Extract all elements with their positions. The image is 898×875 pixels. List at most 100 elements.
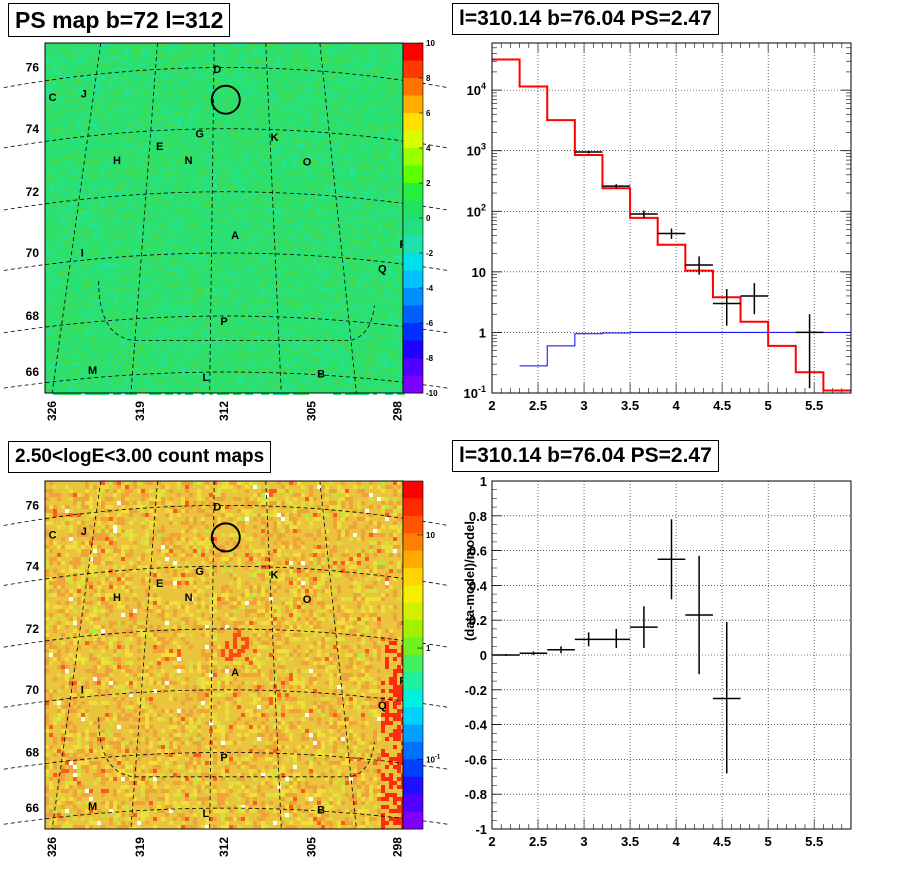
- map-pixel: [73, 327, 77, 331]
- map-pixel: [53, 231, 57, 235]
- map-pixel: [277, 271, 281, 275]
- map-pixel: [337, 151, 341, 155]
- map-pixel: [245, 279, 249, 283]
- map-pixel: [309, 43, 313, 47]
- map-pixel: [245, 155, 249, 159]
- map-pixel: [181, 155, 185, 159]
- map-pixel: [45, 295, 49, 299]
- map-pixel: [329, 239, 333, 243]
- map-pixel: [241, 481, 245, 485]
- map-pixel: [97, 95, 101, 99]
- map-pixel: [109, 231, 113, 235]
- map-pixel: [341, 183, 345, 187]
- map-pixel: [333, 147, 337, 151]
- map-pixel: [57, 79, 61, 83]
- map-pixel: [345, 103, 349, 107]
- map-pixel: [253, 171, 257, 175]
- map-pixel: [73, 279, 77, 283]
- map-pixel: [393, 155, 397, 159]
- map-pixel: [241, 95, 245, 99]
- map-pixel: [301, 159, 305, 163]
- map-pixel: [281, 311, 285, 315]
- map-pixel: [121, 87, 125, 91]
- map-pixel: [241, 303, 245, 307]
- map-pixel: [337, 127, 341, 131]
- map-pixel: [105, 111, 109, 115]
- map-pixel: [373, 147, 377, 151]
- map-pixel: [57, 215, 61, 219]
- map-pixel: [113, 55, 117, 59]
- map-pixel: [329, 287, 333, 291]
- map-pixel: [353, 183, 357, 187]
- map-pixel: [285, 271, 289, 275]
- map-pixel: [89, 383, 93, 387]
- map-pixel: [245, 315, 249, 319]
- map-pixel: [149, 275, 153, 279]
- map-pixel: [89, 171, 93, 175]
- map-pixel: [213, 339, 217, 343]
- map-pixel: [185, 131, 189, 135]
- map-pixel: [253, 83, 257, 87]
- map-pixel: [177, 235, 181, 239]
- map-pixel: [129, 489, 133, 493]
- map-pixel: [309, 227, 313, 231]
- map-pixel: [329, 347, 333, 351]
- map-pixel: [173, 295, 177, 299]
- map-pixel: [373, 155, 377, 159]
- map-pixel: [237, 211, 241, 215]
- map-pixel: [77, 327, 81, 331]
- map-pixel: [129, 387, 133, 391]
- map-pixel: [49, 175, 53, 179]
- map-pixel: [129, 299, 133, 303]
- map-pixel: [393, 143, 397, 147]
- map-pixel: [381, 47, 385, 51]
- map-pixel: [393, 355, 397, 359]
- map-pixel: [45, 207, 49, 211]
- map-pixel: [153, 279, 157, 283]
- map-pixel: [85, 291, 89, 295]
- map-pixel: [173, 43, 177, 47]
- map-pixel: [265, 159, 269, 163]
- map-pixel: [385, 223, 389, 227]
- map-pixel: [197, 363, 201, 367]
- map-pixel: [161, 303, 165, 307]
- map-pixel: [89, 159, 93, 163]
- map-pixel: [253, 199, 257, 203]
- map-pixel: [325, 489, 329, 493]
- map-pixel: [265, 127, 269, 131]
- map-pixel: [81, 131, 85, 135]
- map-pixel: [137, 215, 141, 219]
- map-pixel: [133, 311, 137, 315]
- map-pixel: [89, 99, 93, 103]
- map-pixel: [273, 331, 277, 335]
- map-pixel: [373, 235, 377, 239]
- map-pixel: [245, 267, 249, 271]
- map-pixel: [357, 251, 361, 255]
- map-pixel: [161, 371, 165, 375]
- map-pixel: [301, 287, 305, 291]
- map-pixel: [89, 83, 93, 87]
- map-pixel: [81, 255, 85, 259]
- map-pixel: [173, 335, 177, 339]
- map-pixel: [229, 211, 233, 215]
- map-pixel: [349, 223, 353, 227]
- map-pixel: [121, 343, 125, 347]
- map-pixel: [145, 331, 149, 335]
- map-pixel: [105, 351, 109, 355]
- map-pixel: [377, 71, 381, 75]
- map-pixel: [65, 143, 69, 147]
- map-pixel: [269, 219, 273, 223]
- map-pixel: [345, 215, 349, 219]
- map-pixel: [53, 235, 57, 239]
- map-pixel: [313, 215, 317, 219]
- map-pixel: [257, 131, 261, 135]
- map-pixel: [237, 199, 241, 203]
- map-pixel: [93, 179, 97, 183]
- map-pixel: [373, 207, 377, 211]
- map-pixel: [205, 211, 209, 215]
- map-pixel: [117, 287, 121, 291]
- map-pixel: [337, 283, 341, 287]
- map-pixel: [329, 227, 333, 231]
- map-pixel: [297, 493, 301, 497]
- map-pixel: [137, 91, 141, 95]
